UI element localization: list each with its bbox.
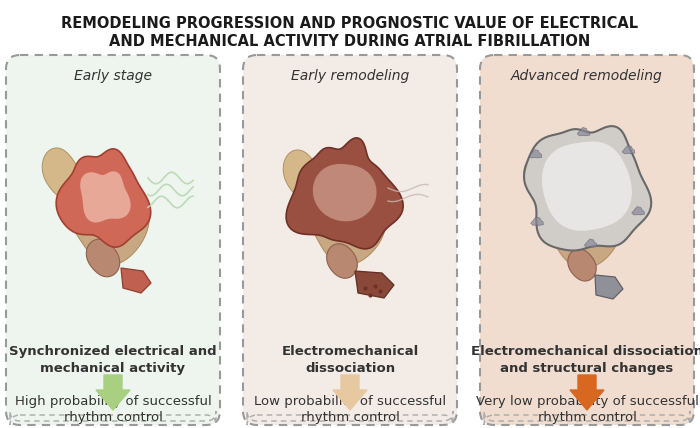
Text: Advanced remodeling: Advanced remodeling <box>511 69 663 83</box>
Text: REMODELING PROGRESSION AND PROGNOSTIC VALUE OF ELECTRICAL: REMODELING PROGRESSION AND PROGNOSTIC VA… <box>62 16 638 31</box>
FancyBboxPatch shape <box>247 411 453 425</box>
FancyBboxPatch shape <box>484 411 690 425</box>
Polygon shape <box>286 138 403 249</box>
Text: Early stage: Early stage <box>74 69 152 83</box>
Text: Synchronized electrical and
mechanical activity: Synchronized electrical and mechanical a… <box>9 345 217 375</box>
Polygon shape <box>42 148 80 198</box>
Polygon shape <box>531 217 543 225</box>
Polygon shape <box>578 128 590 136</box>
Text: Electromechanical
dissociation: Electromechanical dissociation <box>281 345 419 375</box>
Polygon shape <box>86 239 120 277</box>
Polygon shape <box>529 150 542 158</box>
FancyArrow shape <box>570 375 604 410</box>
Polygon shape <box>355 271 394 298</box>
Polygon shape <box>632 207 645 215</box>
Polygon shape <box>56 149 150 247</box>
Polygon shape <box>584 239 597 247</box>
Polygon shape <box>544 179 622 268</box>
Text: Very low probability of successful
rhythm control
during the follow-up: Very low probability of successful rhyth… <box>475 395 699 428</box>
Polygon shape <box>595 275 623 299</box>
FancyBboxPatch shape <box>243 55 457 425</box>
FancyArrow shape <box>96 375 130 410</box>
Polygon shape <box>622 146 635 154</box>
FancyBboxPatch shape <box>6 55 220 425</box>
Polygon shape <box>542 142 632 231</box>
Polygon shape <box>524 126 651 250</box>
FancyBboxPatch shape <box>10 411 216 425</box>
Polygon shape <box>80 171 131 223</box>
Text: High probability of successful
rhythm control
during the follow-up: High probability of successful rhythm co… <box>15 395 211 428</box>
Polygon shape <box>327 244 357 278</box>
Text: Electromechanical dissociation
and structural changes: Electromechanical dissociation and struc… <box>471 345 700 375</box>
Text: AND MECHANICAL ACTIVITY DURING ATRIAL FIBRILLATION: AND MECHANICAL ACTIVITY DURING ATRIAL FI… <box>109 34 591 49</box>
Polygon shape <box>121 268 151 293</box>
Polygon shape <box>66 174 149 265</box>
Polygon shape <box>524 156 558 200</box>
Polygon shape <box>284 150 321 200</box>
Polygon shape <box>305 172 386 265</box>
FancyArrow shape <box>333 375 367 410</box>
Text: Early remodeling: Early remodeling <box>291 69 409 83</box>
Polygon shape <box>568 249 596 281</box>
FancyBboxPatch shape <box>480 55 694 425</box>
Text: Low probability of successful
rhythm control
during the follow-up: Low probability of successful rhythm con… <box>254 395 446 428</box>
Polygon shape <box>313 164 377 221</box>
